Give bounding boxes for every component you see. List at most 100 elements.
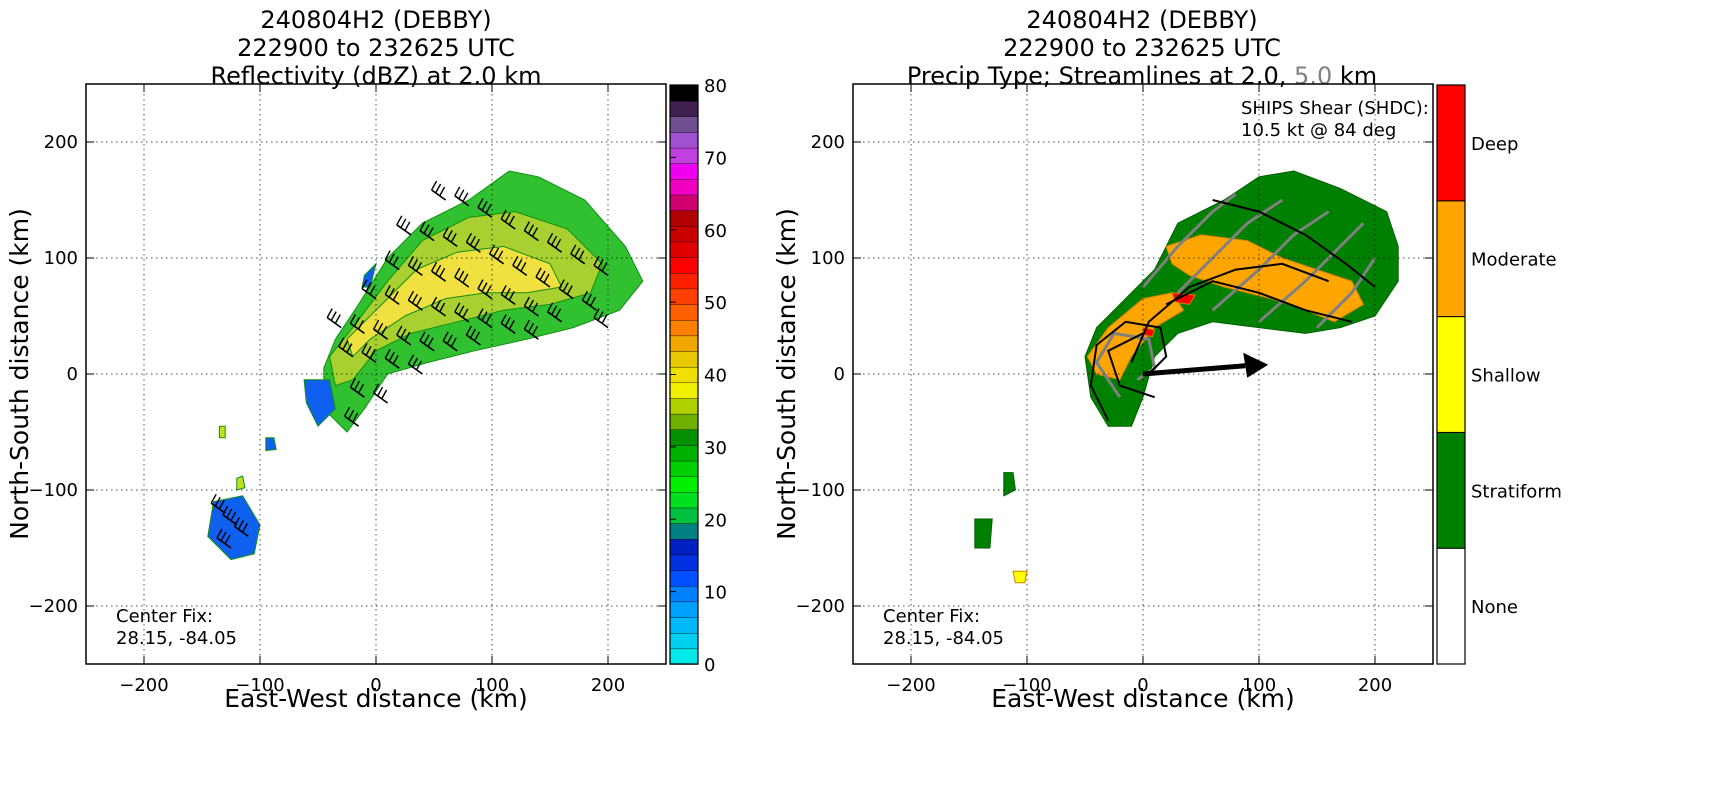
wind-barb-feather (465, 232, 473, 243)
reflectivity-echo-weak (207, 495, 261, 561)
ships-shear-annotation: 10.5 kt @ 84 deg (1241, 120, 1396, 141)
wind-barb-feather (508, 215, 515, 226)
wind-barb-feather (504, 288, 511, 298)
wind-barb-feather (508, 291, 515, 301)
wind-barb-feather (442, 227, 449, 237)
wind-barb-feather (430, 261, 438, 272)
wind-barb-feather (404, 221, 411, 232)
wind-barb-feather (566, 285, 573, 295)
precip-colorbar: None Stratiform Shallow Moderate Deep (1436, 84, 1562, 665)
colorbar-swatch (669, 476, 699, 493)
precip-type-panel: 240804H2 (DEBBY) 222900 to 232625 UTC Pr… (772, 0, 1717, 787)
wind-barb-feather (527, 299, 535, 310)
wind-barb-staff (338, 345, 354, 358)
wind-barb-staff (454, 276, 470, 288)
wind-barb (216, 528, 232, 549)
wind-barb-staff (233, 525, 249, 538)
wind-barb-feather (562, 282, 569, 292)
wind-barb-feather (342, 340, 349, 350)
wind-barb-staff (216, 537, 232, 549)
wind-barb-feather (492, 247, 500, 258)
wind-barb-feather (558, 279, 565, 289)
x-tick-label: −200 (886, 675, 935, 696)
reflectivity-title: 240804H2 (DEBBY) 222900 to 232625 UTC Re… (86, 6, 666, 90)
wind-barb-feather (326, 308, 333, 318)
wind-barb-feather (415, 360, 423, 371)
y-axis-title: North-South distance (km) (772, 208, 801, 540)
plot-frame (85, 83, 667, 665)
wind-barb (430, 180, 447, 201)
wind-barb-feather (349, 314, 357, 324)
wind-barb-feather (353, 380, 361, 391)
wind-barb-staff (547, 311, 563, 323)
wind-barb-feather (469, 328, 477, 339)
colorbar-swatch (669, 554, 699, 571)
wind-barb-feather (361, 343, 368, 353)
wind-barb-staff (535, 276, 551, 288)
wind-barb-feather (230, 511, 237, 522)
wind-barb-staff (326, 316, 342, 329)
wind-barb (338, 337, 354, 358)
colorbar-swatch (669, 569, 699, 587)
wind-barb (465, 232, 481, 253)
wind-barb-staff (361, 287, 377, 300)
wind-barb (349, 377, 365, 398)
wind-barb-feather (543, 273, 550, 284)
colorbar-swatch (669, 632, 699, 650)
wind-barb-feather (485, 285, 492, 295)
colorbar-swatch (669, 319, 699, 337)
colorbar-swatch (669, 601, 699, 618)
wind-barb-feather (365, 346, 372, 356)
precip-title-line-3: Precip Type; Streamlines at 2.0, 5.0 km (852, 62, 1432, 90)
colorbar-swatch (669, 648, 699, 665)
wind-barb-staff (442, 235, 458, 248)
wind-barb-feather (554, 308, 562, 319)
wind-barb-feather (392, 354, 399, 365)
wind-barb-feather (361, 279, 368, 289)
colorbar-swatch (669, 585, 699, 603)
wind-barb-feather (419, 331, 426, 342)
wind-barb-feather (477, 198, 484, 208)
colorbar-swatch (669, 178, 699, 196)
reflectivity-echo-weak (265, 437, 277, 452)
center-fix-annotation: 28.15, -84.05 (883, 628, 1004, 649)
wind-barb-feather (237, 520, 245, 530)
wind-barb-staff (523, 305, 539, 317)
wind-barb-feather (396, 325, 403, 336)
wind-barb (233, 517, 249, 538)
wind-barb-feather (338, 337, 345, 347)
wind-barb (372, 319, 389, 340)
wind-barb (326, 308, 342, 329)
wind-barb (384, 285, 400, 306)
colorbar-swatch (669, 616, 699, 634)
wind-barb-staff (454, 311, 470, 323)
streamlines (1089, 193, 1377, 421)
wind-barb-feather (334, 314, 341, 324)
wind-barb-feather (224, 534, 231, 545)
wind-barb-feather (578, 250, 585, 261)
wind-barb (581, 290, 597, 311)
wind-barb-feather (407, 256, 415, 266)
axes-group: −200 −100 0 100 200 −200 −100 0 100 200 East-West … (772, 83, 1434, 713)
wind-barb-feather (376, 386, 384, 397)
reflectivity-colorbar: 0 10 20 30 40 50 60 70 80 (669, 76, 727, 676)
wind-barb-staff (222, 514, 238, 526)
wind-barb-feather (423, 334, 430, 345)
wind-barb (349, 314, 365, 335)
wind-barb (454, 186, 470, 207)
precip-regions (974, 170, 1399, 584)
y-tick-label: −100 (796, 480, 845, 501)
colorbar-swatch (669, 116, 699, 133)
wind-barb (430, 296, 447, 317)
precip-title-line-1: 240804H2 (DEBBY) (1026, 6, 1258, 34)
wind-barb-feather (462, 308, 469, 319)
wind-barb (546, 232, 563, 253)
wind-barb (523, 319, 539, 340)
y-axis-title: North-South distance (km) (5, 208, 34, 540)
reflectivity-panel: 240804H2 (DEBBY) 222900 to 232625 UTC Re… (0, 0, 858, 787)
wind-barb-feather (554, 238, 562, 249)
wind-barb-feather (400, 218, 407, 229)
wind-barb-feather (407, 290, 415, 301)
wind-barb-feather (531, 227, 539, 237)
wind-barb-staff (407, 363, 423, 375)
